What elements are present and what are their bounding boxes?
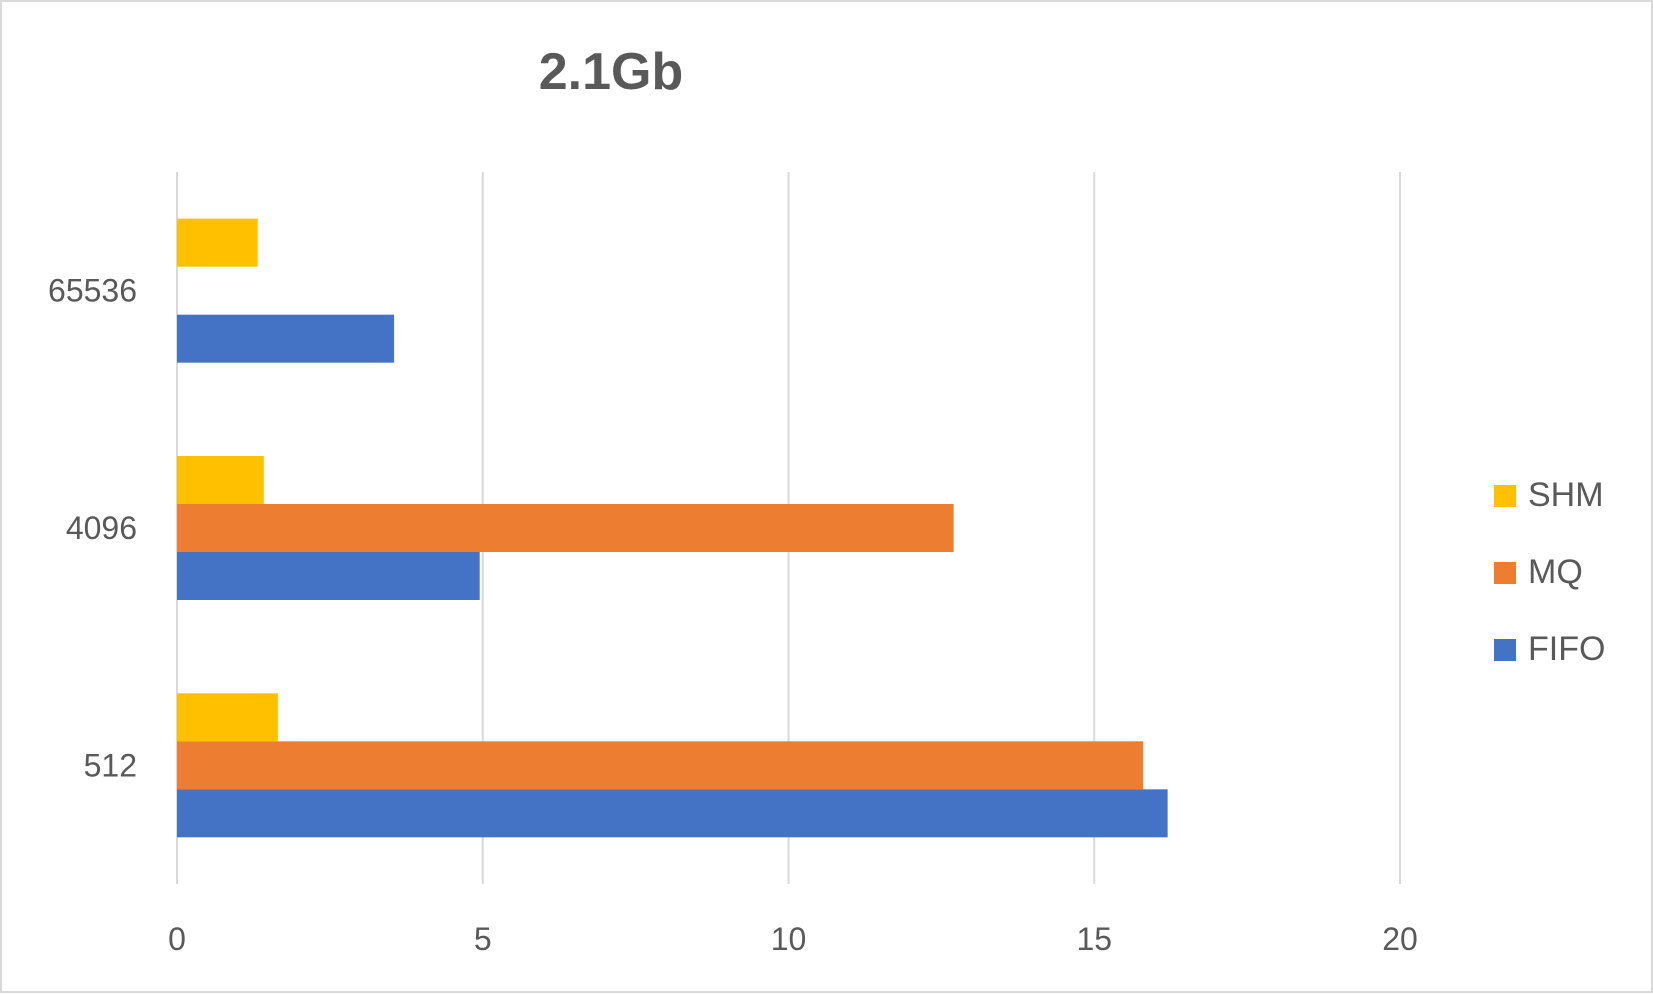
y-axis-ticks: 512 4096 65536 xyxy=(48,273,137,784)
y-tick-label: 65536 xyxy=(48,273,137,309)
x-tick-label: 0 xyxy=(168,921,186,957)
legend-swatch xyxy=(1494,484,1516,507)
x-tick-label: 5 xyxy=(474,921,492,957)
bar-mq-4096 xyxy=(177,504,954,552)
legend-swatch xyxy=(1494,561,1516,584)
legend-label: FIFO xyxy=(1528,630,1606,668)
legend-swatch xyxy=(1494,638,1516,661)
legend-item-shm: SHM xyxy=(1494,457,1605,534)
bar-shm-4096 xyxy=(177,456,264,504)
legend: SHM MQ FIFO xyxy=(1494,457,1605,688)
x-axis-ticks: 0 5 10 15 20 xyxy=(168,921,1418,957)
y-tick-label: 4096 xyxy=(66,510,137,546)
bars xyxy=(177,218,1168,838)
x-tick-label: 10 xyxy=(771,921,807,957)
bar-mq-512 xyxy=(177,741,1144,790)
y-tick-label: 512 xyxy=(84,747,137,783)
legend-label: SHM xyxy=(1528,476,1604,514)
legend-label: MQ xyxy=(1528,553,1583,591)
bar-fifo-65536 xyxy=(177,314,395,363)
bar-fifo-512 xyxy=(177,789,1168,838)
chart-title: 2.1Gb xyxy=(538,43,684,101)
legend-item-mq: MQ xyxy=(1494,534,1605,611)
bar-shm-65536 xyxy=(177,218,258,267)
bar-shm-512 xyxy=(177,693,278,742)
bar-fifo-4096 xyxy=(177,552,480,600)
x-tick-label: 20 xyxy=(1382,921,1418,957)
legend-item-fifo: FIFO xyxy=(1494,611,1605,688)
x-tick-label: 15 xyxy=(1076,921,1112,957)
